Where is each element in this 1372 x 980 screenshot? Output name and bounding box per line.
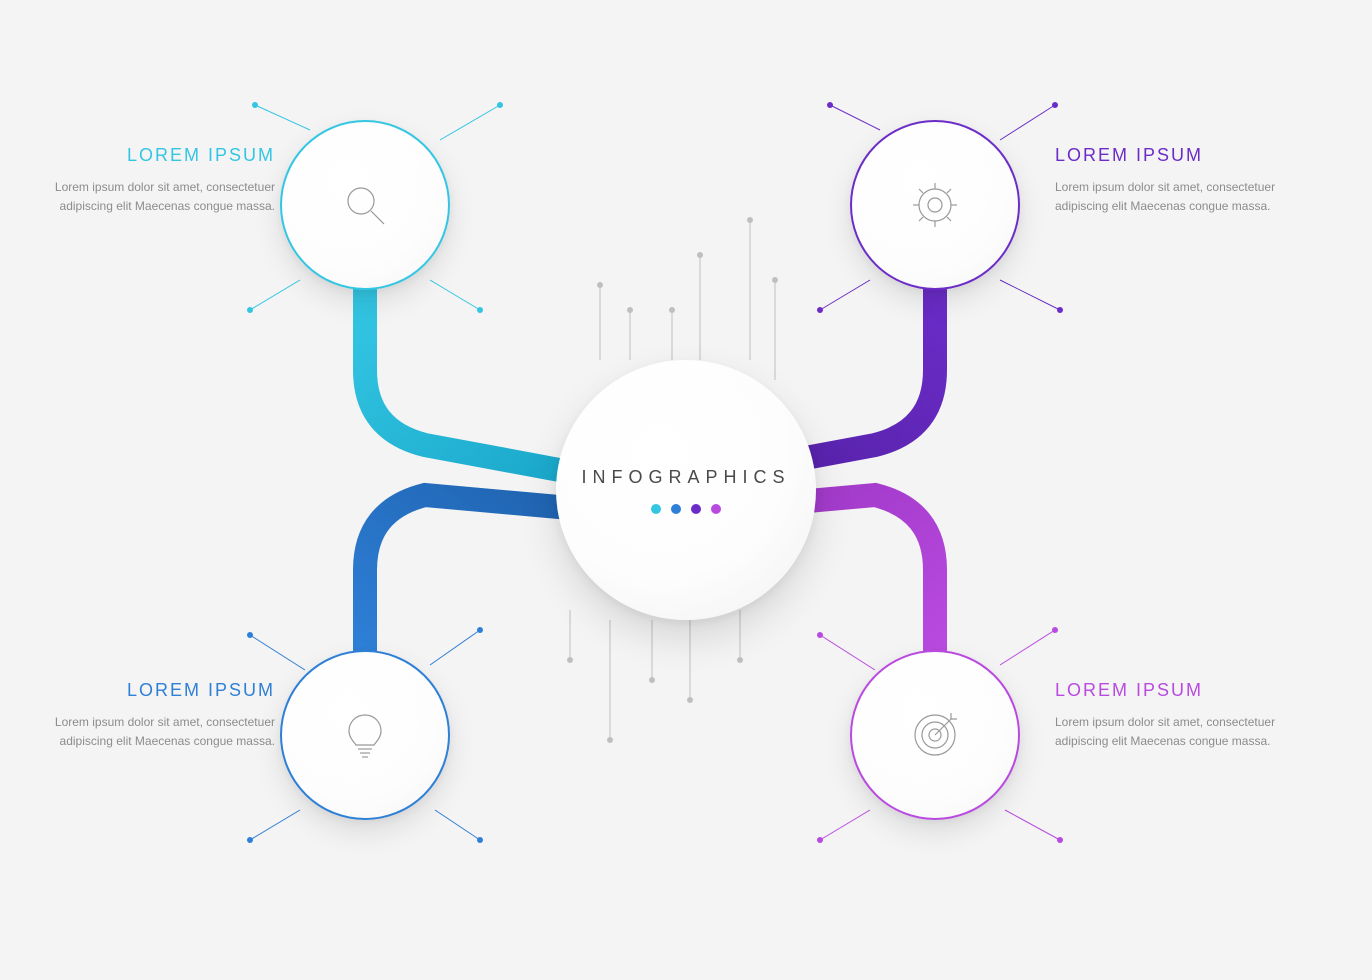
center-title: INFOGRAPHICS (581, 467, 790, 488)
node-circle-top-right (850, 120, 1020, 290)
center-dot (711, 504, 721, 514)
search-icon (339, 179, 391, 231)
center-dot (691, 504, 701, 514)
node-circle-top-left (280, 120, 450, 290)
infographic-canvas: INFOGRAPHICS LOREM IPSUMLorem ipsum dolo… (0, 0, 1372, 980)
gear-icon (909, 179, 961, 231)
target-icon (909, 709, 961, 761)
center-dot (671, 504, 681, 514)
center-hub: INFOGRAPHICS (556, 360, 816, 620)
bulb-icon (339, 709, 391, 761)
center-dot (651, 504, 661, 514)
node-circle-bottom-left (280, 650, 450, 820)
center-dots (651, 504, 721, 514)
node-circle-bottom-right (850, 650, 1020, 820)
